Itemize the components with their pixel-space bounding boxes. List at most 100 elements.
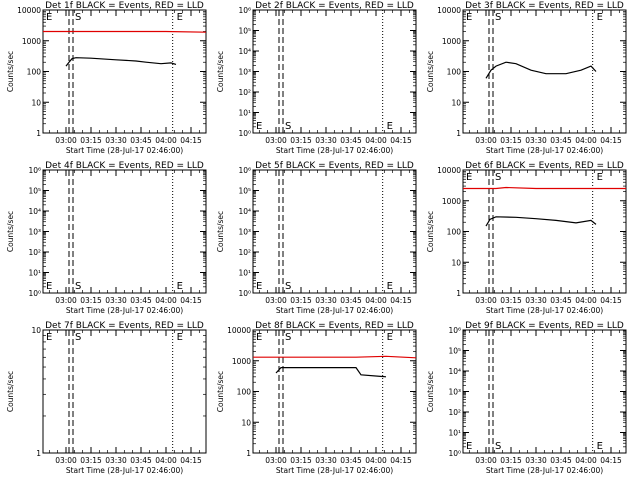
plot-frame [252, 329, 417, 454]
x-tick-label: 04:15 [390, 456, 412, 465]
marker-annotation: E [256, 281, 262, 292]
y-axis-label: Counts/sec [6, 211, 15, 252]
x-tick-label: 03:00 [475, 296, 497, 305]
x-tick-label: 03:45 [130, 136, 152, 145]
y-tick-label: 10⁵ [448, 347, 461, 356]
x-axis-label: Start Time (28-Jul-17 02:46:00) [276, 466, 393, 475]
marker-annotation: E [46, 12, 52, 23]
x-tick-label: 03:30 [525, 456, 547, 465]
x-tick-label: 03:30 [525, 136, 547, 145]
y-tick-label: 100 [27, 68, 42, 77]
panel-title: Det 2f BLACK = Events, RED = LLD [255, 1, 414, 11]
y-tick-label: 10¹ [238, 269, 251, 278]
x-tick-label: 03:45 [340, 296, 362, 305]
y-tick-label: 1 [456, 289, 461, 298]
x-tick-label: 03:00 [265, 136, 287, 145]
panel-title: Det 4f BLACK = Events, RED = LLD [45, 161, 204, 171]
x-tick-label: 03:30 [315, 456, 337, 465]
y-tick-label: 10⁰ [448, 449, 461, 458]
series-events-line [65, 57, 177, 67]
y-tick-label: 1000 [442, 197, 461, 206]
marker-annotation: E [256, 332, 262, 343]
marker-annotation: S [495, 12, 501, 23]
x-tick-label: 04:00 [575, 456, 597, 465]
marker-annotation: E [597, 441, 603, 452]
plot-frame [252, 169, 417, 294]
y-tick-label: 1 [456, 129, 461, 138]
marker-annotation: E [466, 12, 472, 23]
x-tick-label: 03:45 [340, 136, 362, 145]
x-tick-label: 03:45 [550, 296, 572, 305]
x-tick-label: 03:45 [130, 296, 152, 305]
x-tick-label: 04:15 [600, 136, 622, 145]
x-tick-label: 04:15 [390, 136, 412, 145]
x-tick-label: 04:00 [575, 136, 597, 145]
y-tick-label: 10⁶ [238, 166, 251, 175]
y-tick-label: 10⁶ [28, 166, 41, 175]
y-axis-label: Counts/sec [216, 371, 225, 412]
marker-annotation: S [495, 172, 501, 183]
marker-annotation: S [285, 332, 291, 343]
y-tick-label: 10² [28, 248, 41, 257]
series-lld-line [463, 186, 626, 190]
x-tick-label: 03:45 [340, 456, 362, 465]
x-tick-label: 04:00 [365, 456, 387, 465]
y-axis-label: Counts/sec [426, 371, 435, 412]
y-tick-label: 10⁴ [238, 207, 251, 216]
series-lld-line [253, 355, 417, 359]
y-axis-label: Counts/sec [6, 371, 15, 412]
y-tick-label: 10² [238, 248, 251, 257]
marker-annotation: S [75, 12, 81, 23]
panel-det-3: Det 3f BLACK = Events, RED = LLD 1 10 100 10… [426, 1, 627, 155]
y-tick-label: 10³ [238, 228, 251, 237]
x-tick-label: 03:45 [130, 456, 152, 465]
y-tick-label: 10¹ [238, 109, 251, 118]
x-tick-label: 04:00 [155, 296, 177, 305]
plot-frame [42, 169, 207, 294]
y-tick-label: 10000 [17, 6, 41, 15]
y-tick-label: 10⁵ [28, 187, 41, 196]
y-tick-label: 1 [36, 449, 41, 458]
x-axis-label: Start Time (28-Jul-17 02:46:00) [276, 146, 393, 155]
y-tick-label: 100 [447, 228, 462, 237]
x-axis-label: Start Time (28-Jul-17 02:46:00) [66, 146, 183, 155]
y-axis-label: Counts/sec [6, 51, 15, 92]
x-tick-label: 04:15 [600, 296, 622, 305]
x-tick-label: 03:15 [500, 296, 522, 305]
marker-annotation: E [177, 12, 183, 23]
marker-annotation: E [466, 172, 472, 183]
panel-det-7: Det 7f BLACK = Events, RED = LLD 1 10 Count… [6, 321, 207, 475]
y-tick-label: 10² [238, 88, 251, 97]
marker-annotation: E [387, 332, 393, 343]
x-tick-label: 03:45 [550, 136, 572, 145]
x-axis-label: Start Time (28-Jul-17 02:46:00) [66, 466, 183, 475]
panel-title: Det 7f BLACK = Events, RED = LLD [45, 321, 204, 331]
series-events-line [485, 61, 597, 79]
y-tick-label: 1000 [22, 37, 41, 46]
panel-title: Det 6f BLACK = Events, RED = LLD [465, 161, 624, 171]
panel-det-4: Det 4f BLACK = Events, RED = LLD 10⁰ 10¹ 10… [6, 161, 207, 315]
panel-title: Det 5f BLACK = Events, RED = LLD [255, 161, 414, 171]
y-tick-label: 10000 [437, 6, 461, 15]
panel-det-6: Det 6f BLACK = Events, RED = LLD 1 10 100 10… [426, 161, 627, 315]
x-tick-label: 03:30 [105, 136, 127, 145]
y-tick-label: 10000 [227, 326, 251, 335]
x-tick-label: 03:00 [55, 456, 77, 465]
x-tick-label: 04:15 [180, 456, 202, 465]
panel-det-5: Det 5f BLACK = Events, RED = LLD 10⁰ 10¹ 10… [216, 161, 417, 315]
x-tick-label: 03:15 [80, 456, 102, 465]
x-tick-label: 04:00 [365, 296, 387, 305]
panel-title: Det 3f BLACK = Events, RED = LLD [465, 1, 624, 11]
plot-frame [252, 9, 417, 134]
y-tick-label: 10¹ [448, 429, 461, 438]
y-tick-label: 10⁵ [238, 27, 251, 36]
y-tick-label: 1 [36, 129, 41, 138]
plot-frame [42, 9, 207, 134]
panel-title: Det 8f BLACK = Events, RED = LLD [255, 321, 414, 331]
plot-frame [462, 9, 627, 134]
x-tick-label: 03:45 [550, 456, 572, 465]
x-axis-label: Start Time (28-Jul-17 02:46:00) [486, 466, 603, 475]
x-tick-label: 04:15 [390, 296, 412, 305]
x-tick-label: 03:30 [525, 296, 547, 305]
